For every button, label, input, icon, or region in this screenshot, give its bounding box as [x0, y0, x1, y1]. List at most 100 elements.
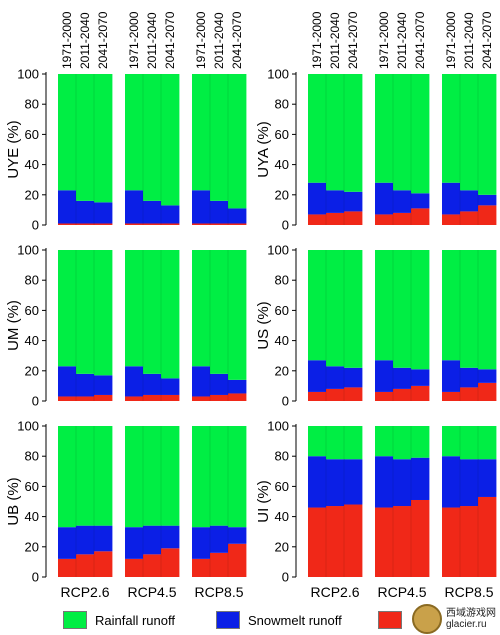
y-tick-label: 100	[267, 419, 289, 434]
period-label: 2041-2070	[480, 11, 494, 69]
bar-group-rcp85: 1971-2000 2011-2040 2041-2070	[192, 11, 247, 225]
bar-segment-snowmelt	[411, 369, 430, 386]
bar-segment-glacier	[58, 558, 77, 577]
bar-segment-glacier	[411, 208, 430, 225]
panel-uya: 0 20 40 60 80 100 UYA (%) 1971-2000 2011-2040 204…	[255, 11, 497, 233]
bar-segment-snowmelt	[308, 182, 327, 215]
bar-group-rcp45	[125, 250, 180, 401]
bar-segment-rainfall	[326, 74, 345, 191]
y-axis-title: UI (%)	[255, 480, 272, 523]
panel-ub: 0 20 40 60 80 100 UB (%) RCP2.6 RCP4.5 RCP8.5	[5, 419, 247, 600]
bar-segment-rainfall	[442, 250, 461, 361]
y-axis-title: UB (%)	[5, 477, 22, 525]
watermark-line-1: 西域游戏网	[446, 608, 496, 619]
y-tick-label: 40	[275, 509, 289, 524]
bar-segment-glacier	[393, 506, 412, 577]
bar-segment-snowmelt	[76, 200, 95, 224]
legend-item-rainfall: Rainfall runoff	[63, 610, 175, 630]
bar-segment-glacier	[308, 391, 327, 401]
y-tick-label: 0	[282, 570, 289, 585]
bar-segment-snowmelt	[308, 456, 327, 508]
legend-item-glacier	[378, 610, 410, 630]
period-label: 2011-2040	[145, 12, 159, 69]
bar-segment-rainfall	[411, 250, 430, 370]
bar-segment-snowmelt	[58, 190, 77, 224]
y-tick-label: 40	[275, 333, 289, 348]
panel-ui: 0 20 40 60 80 100 UI (%) RCP2.6 RCP4.5 RCP8.5	[255, 419, 497, 600]
bar-group-rcp85	[442, 250, 497, 401]
bar-segment-snowmelt	[143, 373, 162, 395]
scenario-label: RCP4.5	[127, 584, 176, 600]
y-tick-label: 60	[275, 303, 289, 318]
y-tick-label: 40	[25, 333, 39, 348]
bar-segment-rainfall	[393, 426, 412, 460]
y-tick-label: 40	[25, 509, 39, 524]
bar-segment-snowmelt	[94, 525, 113, 552]
bar-segment-glacier	[76, 396, 95, 401]
bar-segment-snowmelt	[125, 190, 144, 224]
bar-segment-glacier	[228, 223, 247, 225]
bar-segment-glacier	[460, 387, 479, 401]
bar-segment-rainfall	[94, 250, 113, 376]
bar-segment-snowmelt	[308, 360, 327, 392]
period-label: 2041-2070	[346, 11, 360, 69]
bar-segment-glacier	[143, 554, 162, 577]
bar-segment-snowmelt	[228, 527, 247, 544]
period-label: 1971-2000	[60, 11, 74, 69]
bar-segment-snowmelt	[344, 367, 363, 388]
bar-segment-rainfall	[210, 74, 229, 201]
bar-segment-rainfall	[460, 250, 479, 368]
bar-segment-rainfall	[94, 74, 113, 203]
bar-segment-snowmelt	[58, 527, 77, 559]
bar-segment-rainfall	[228, 250, 247, 380]
period-label: 2011-2040	[328, 12, 342, 69]
bar-segment-glacier	[460, 211, 479, 225]
bar-segment-snowmelt	[210, 200, 229, 224]
panel-uye: 0 20 40 60 80 100 UYE (%) 1971-2000 2011-2040 204…	[5, 11, 247, 233]
y-tick-label: 0	[32, 394, 39, 409]
bar-segment-snowmelt	[326, 190, 345, 213]
bar-segment-rainfall	[125, 74, 144, 191]
bar-segment-snowmelt	[161, 205, 180, 224]
bar-group-rcp26: 1971-2000 2011-2040 2041-2070	[58, 11, 113, 225]
bar-group-rcp26: RCP2.6	[58, 426, 113, 600]
bar-segment-rainfall	[125, 250, 144, 367]
scenario-label: RCP2.6	[60, 584, 109, 600]
bar-segment-snowmelt	[210, 525, 229, 553]
period-label: 2041-2070	[230, 11, 244, 69]
y-tick-label: 60	[25, 479, 39, 494]
bar-segment-snowmelt	[326, 459, 345, 507]
y-tick-label: 100	[17, 243, 39, 258]
bar-segment-glacier	[228, 393, 247, 401]
period-label: 2011-2040	[212, 12, 226, 69]
y-axis-title: UM (%)	[5, 300, 22, 351]
bar-segment-rainfall	[442, 426, 461, 457]
bar-segment-snowmelt	[192, 190, 211, 224]
bar-segment-snowmelt	[76, 525, 95, 555]
bar-segment-snowmelt	[442, 456, 461, 508]
bar-segment-glacier	[393, 388, 412, 401]
y-tick-label: 0	[282, 394, 289, 409]
bar-segment-glacier	[125, 396, 144, 401]
y-tick-label: 100	[17, 419, 39, 434]
bar-segment-rainfall	[460, 426, 479, 460]
legend-swatch-glacier	[378, 611, 402, 629]
period-label: 1971-2000	[444, 11, 458, 69]
bar-segment-rainfall	[326, 426, 345, 460]
bar-group-rcp26	[308, 250, 363, 401]
bar-segment-snowmelt	[143, 200, 162, 224]
bar-segment-glacier	[125, 223, 144, 225]
bar-segment-snowmelt	[161, 378, 180, 395]
bar-segment-glacier	[326, 506, 345, 577]
bar-segment-rainfall	[58, 74, 77, 191]
y-tick-label: 0	[32, 218, 39, 233]
bar-segment-glacier	[375, 214, 394, 225]
bar-segment-glacier	[143, 223, 162, 225]
bar-segment-snowmelt	[210, 373, 229, 395]
bar-segment-rainfall	[143, 74, 162, 201]
bar-group-rcp85: RCP8.5	[192, 426, 247, 600]
bar-segment-glacier	[143, 394, 162, 401]
bar-segment-snowmelt	[393, 190, 412, 213]
period-label: 2011-2040	[78, 12, 92, 69]
